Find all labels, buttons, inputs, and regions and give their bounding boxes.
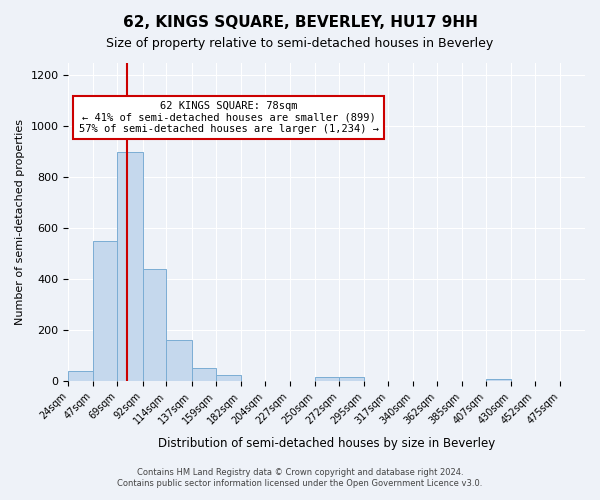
Text: Contains HM Land Registry data © Crown copyright and database right 2024.
Contai: Contains HM Land Registry data © Crown c… [118, 468, 482, 487]
Bar [338, 378, 364, 381]
Bar [191, 368, 215, 381]
Text: Size of property relative to semi-detached houses in Beverley: Size of property relative to semi-detach… [106, 38, 494, 51]
Bar [143, 269, 166, 381]
Bar [486, 378, 511, 381]
Text: 62, KINGS SQUARE, BEVERLEY, HU17 9HH: 62, KINGS SQUARE, BEVERLEY, HU17 9HH [122, 15, 478, 30]
Bar [94, 241, 118, 381]
Text: 62 KINGS SQUARE: 78sqm
← 41% of semi-detached houses are smaller (899)
57% of se: 62 KINGS SQUARE: 78sqm ← 41% of semi-det… [79, 100, 379, 134]
Bar [315, 378, 338, 381]
Bar [215, 375, 241, 381]
Bar [166, 340, 191, 381]
X-axis label: Distribution of semi-detached houses by size in Beverley: Distribution of semi-detached houses by … [158, 437, 496, 450]
Bar [68, 371, 94, 381]
Bar [118, 152, 143, 381]
Y-axis label: Number of semi-detached properties: Number of semi-detached properties [15, 119, 25, 325]
